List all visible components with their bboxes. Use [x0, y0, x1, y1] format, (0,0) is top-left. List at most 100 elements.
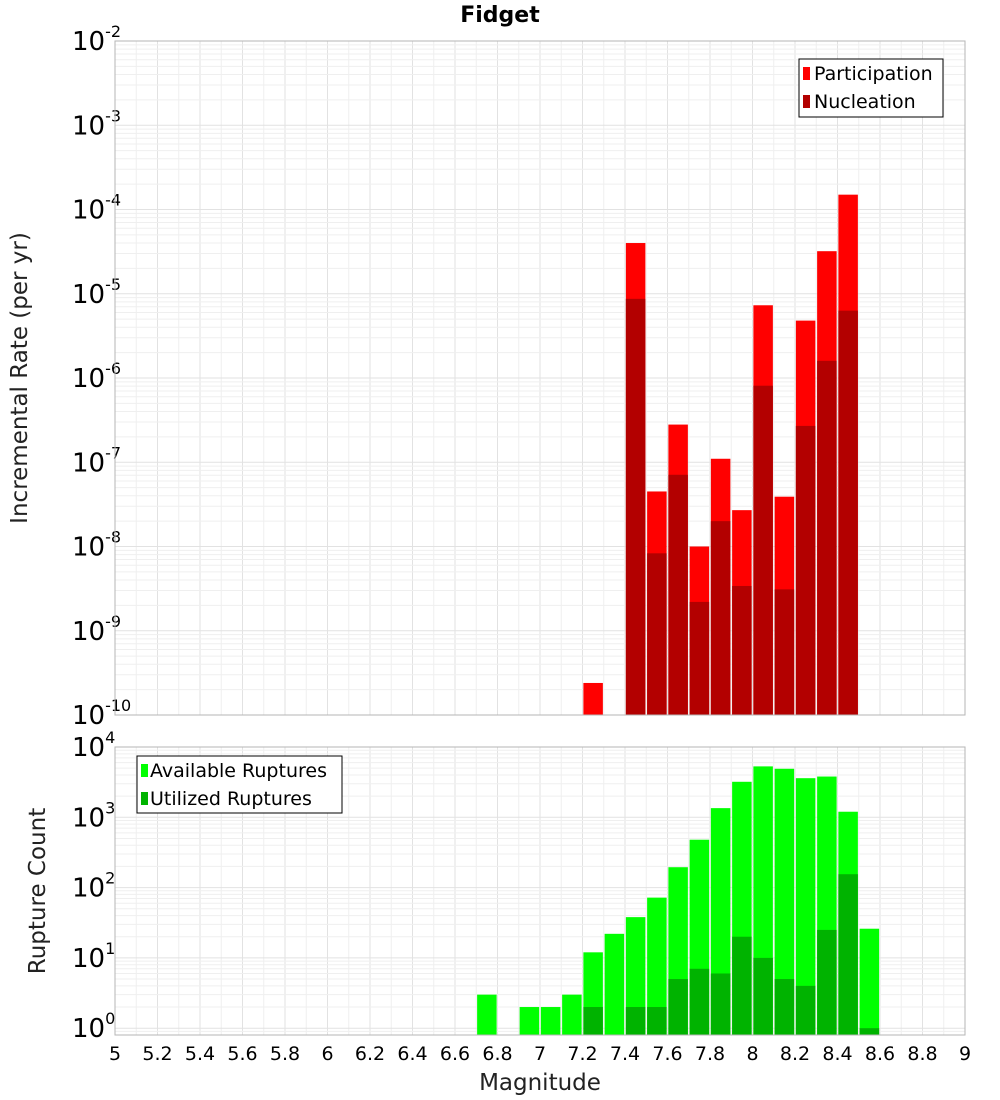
x-tick-label: 6.2 [355, 1043, 385, 1065]
utilized-ruptures-bar [817, 929, 837, 1035]
nucleation-bar [647, 553, 667, 715]
top-y-tick-exponent: -4 [105, 191, 121, 210]
x-tick-label: 8 [746, 1043, 758, 1065]
bottom-y-tick-base: 10 [72, 803, 105, 833]
bottom-y-tick-label: 100 [72, 1009, 115, 1044]
plot-frame [114, 746, 966, 1036]
x-tick-label: 7.8 [695, 1043, 725, 1065]
x-tick-label: 8.8 [907, 1043, 937, 1065]
top-y-tick-label: 10-4 [72, 191, 121, 226]
bottom-y-tick-exponent: 2 [105, 869, 115, 888]
utilized-ruptures-bar [647, 1007, 667, 1035]
available-ruptures-bar [540, 1007, 561, 1035]
x-tick-label: 5.4 [185, 1043, 215, 1065]
nucleation-bar [668, 474, 688, 715]
available-ruptures-bar [795, 778, 816, 1035]
bottom-y-tick-exponent: 1 [105, 939, 115, 958]
top-y-tick-base: 10 [72, 27, 105, 57]
legend-swatch-available-ruptures [141, 764, 148, 777]
top-y-tick-labels: 10-210-310-410-510-610-710-810-910-10 [72, 22, 131, 731]
available-ruptures-bar [774, 768, 795, 1035]
top-y-tick-base: 10 [72, 617, 105, 647]
bottom-y-tick-exponent: 4 [105, 728, 115, 747]
utilized-ruptures-bar [625, 1007, 646, 1035]
utilized-ruptures-bar [753, 957, 773, 1035]
legend-label-utilized-ruptures: Utilized Ruptures [150, 788, 312, 810]
bottom-y-tick-base: 10 [72, 733, 105, 763]
top-y-tick-label: 10-10 [72, 696, 131, 731]
x-tick-label: 8.2 [780, 1043, 810, 1065]
participation-bar [583, 682, 603, 715]
top-y-tick-base: 10 [72, 280, 105, 310]
utilized-ruptures-bar [774, 979, 795, 1035]
available-ruptures-bar [477, 994, 497, 1035]
utilized-ruptures-bar [583, 1007, 603, 1035]
nucleation-bar [710, 521, 731, 715]
x-tick-label: 6 [321, 1043, 333, 1065]
top-y-tick-base: 10 [72, 701, 105, 731]
bottom-y-tick-base: 10 [72, 874, 105, 904]
legend-swatch-utilized-ruptures [141, 792, 148, 805]
legend-label-participation: Participation [814, 63, 933, 85]
legend-swatch-participation [803, 67, 810, 80]
nucleation-bar [774, 589, 795, 715]
top-y-tick-exponent: -3 [105, 106, 121, 125]
utilized-ruptures-bar [732, 936, 752, 1035]
x-tick-label: 7.6 [652, 1043, 682, 1065]
nucleation-bar [689, 601, 710, 715]
available-ruptures-bar [625, 917, 646, 1035]
top-bars [583, 194, 858, 716]
top-y-tick-exponent: -5 [105, 275, 121, 294]
top-y-tick-exponent: -10 [105, 696, 131, 715]
top-y-tick-label: 10-7 [72, 443, 121, 478]
available-ruptures-bar [647, 897, 667, 1035]
available-ruptures-bar [859, 928, 880, 1035]
top-y-tick-label: 10-6 [72, 359, 121, 394]
x-tick-label: 7.4 [610, 1043, 640, 1065]
utilized-ruptures-bar [710, 973, 731, 1035]
utilized-ruptures-bar [689, 968, 710, 1035]
top-rate-panel: 10-210-310-410-510-610-710-810-910-10 In… [7, 22, 966, 731]
bottom-legend: Available Ruptures Utilized Ruptures [136, 755, 343, 814]
top-y-tick-exponent: -8 [105, 528, 121, 547]
x-tick-label: 9 [959, 1043, 971, 1065]
x-tick-label: 5.6 [227, 1043, 257, 1065]
available-ruptures-bar [562, 994, 582, 1035]
top-y-tick-exponent: -2 [105, 22, 121, 41]
top-y-tick-label: 10-5 [72, 275, 121, 310]
top-y-tick-exponent: -6 [105, 359, 121, 378]
bottom-legend-box [136, 755, 343, 814]
x-tick-label: 5.8 [270, 1043, 300, 1065]
top-y-tick-exponent: -9 [105, 612, 121, 631]
top-y-tick-label: 10-3 [72, 106, 121, 141]
bottom-y-tick-exponent: 3 [105, 798, 115, 817]
x-tick-label: 6.4 [397, 1043, 427, 1065]
top-y-tick-base: 10 [72, 196, 105, 226]
top-y-tick-label: 10-8 [72, 528, 121, 563]
utilized-ruptures-bar [668, 979, 688, 1035]
utilized-ruptures-bar [795, 985, 816, 1035]
top-legend-box [798, 58, 944, 118]
x-tick-label: 7 [534, 1043, 546, 1065]
nucleation-bar [732, 585, 752, 715]
chart-title: Fidget [460, 3, 540, 28]
bottom-y-tick-base: 10 [72, 1014, 105, 1044]
nucleation-bar [795, 425, 816, 715]
available-ruptures-bar [519, 1007, 540, 1035]
top-y-axis-label: Incremental Rate (per yr) [7, 232, 33, 524]
bottom-y-axis-label: Rupture Count [25, 808, 51, 974]
available-ruptures-bar [604, 933, 625, 1035]
bottom-y-tick-label: 102 [72, 869, 115, 904]
x-tick-label: 8.4 [822, 1043, 852, 1065]
top-gridlines [114, 40, 966, 716]
utilized-ruptures-bar [838, 874, 858, 1035]
top-legend: Participation Nucleation [798, 58, 944, 118]
top-y-tick-base: 10 [72, 533, 105, 563]
nucleation-bar [625, 298, 646, 715]
bottom-y-tick-base: 10 [72, 944, 105, 974]
legend-label-available-ruptures: Available Ruptures [150, 760, 327, 782]
x-tick-label: 6.8 [482, 1043, 512, 1065]
